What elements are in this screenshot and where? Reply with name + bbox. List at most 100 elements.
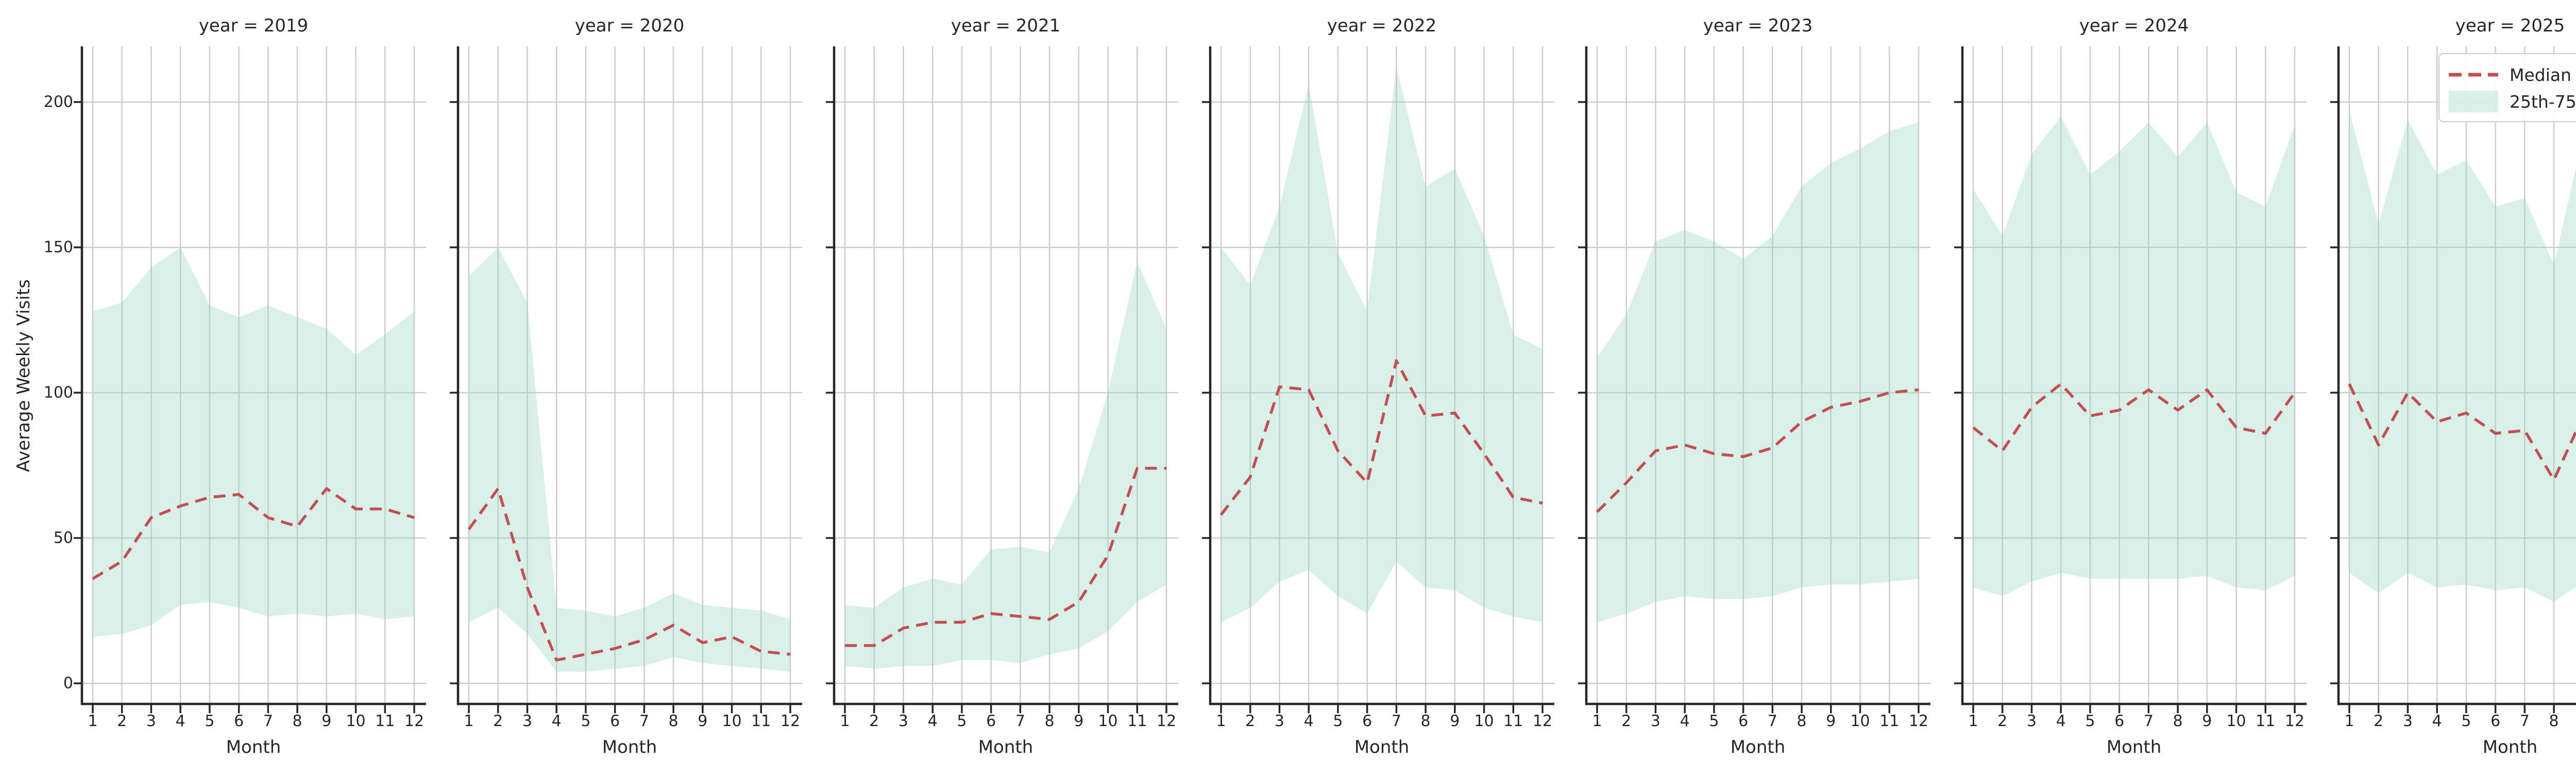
x-axis-label: Month — [2482, 737, 2538, 758]
median-line — [1219, 359, 1543, 516]
x-tick-label: 11 — [375, 712, 395, 730]
percentile-band — [845, 262, 1166, 669]
x-tick-label: 2 — [1621, 712, 1632, 730]
panel-title: year = 2025 — [2455, 15, 2565, 36]
x-tick-label: 5 — [581, 712, 591, 730]
facet-panel-2019: year = 2019 1 2 3 4 5 6 7 8 9 10 11 12 Month — [74, 0, 426, 773]
x-tick-label: 7 — [1767, 712, 1777, 730]
x-tick-label: 4 — [2056, 712, 2066, 730]
x-tick-label: 10 — [1850, 712, 1870, 730]
legend-label-median: Median — [2510, 64, 2572, 85]
x-tick-label: 9 — [321, 712, 332, 730]
x-tick-label: 3 — [522, 712, 532, 730]
panel-title: year = 2020 — [574, 15, 685, 36]
x-tick-label: 8 — [668, 712, 679, 730]
x-tick-label: 2 — [2374, 712, 2384, 730]
percentile-band — [1973, 116, 2295, 596]
plot-area — [74, 46, 426, 713]
panel-title: year = 2024 — [2079, 15, 2189, 36]
x-axis-label: Month — [978, 737, 1033, 758]
y-tick-label: 100 — [43, 383, 73, 402]
x-tick-label: 7 — [1391, 712, 1401, 730]
y-tick-label: 50 — [53, 529, 73, 547]
x-tick-label: 6 — [1738, 712, 1749, 730]
x-tick-label: 3 — [2402, 712, 2413, 730]
facet-panel-2023: year = 2023 1 2 3 4 5 6 7 8 9 10 11 12 Month — [1578, 0, 1930, 773]
x-tick-label: 1 — [1968, 712, 1978, 730]
percentile-band — [93, 247, 414, 637]
facet-panel-2025: year = 2025123456789101112Month — [2330, 0, 2576, 773]
x-tick-label: 8 — [2173, 712, 2183, 730]
median-line — [1972, 382, 2296, 452]
x-tick-label: 1 — [88, 712, 98, 730]
legend-item-median: Median — [2449, 61, 2576, 88]
x-tick-label: 1 — [464, 712, 474, 730]
percentile-band — [1221, 67, 1543, 623]
x-tick-label: 2 — [1245, 712, 1256, 730]
x-tick-label: 3 — [1650, 712, 1660, 730]
plot-area — [1202, 46, 1554, 713]
x-tick-label: 8 — [1044, 712, 1055, 730]
x-tick-label: 8 — [2549, 712, 2559, 730]
percentile-band — [2349, 110, 2576, 602]
panel-title: year = 2022 — [1327, 15, 1437, 36]
legend-item-percentile: 25th-75th Percentile — [2449, 88, 2576, 115]
x-tick-label: 5 — [2085, 712, 2095, 730]
panel-title: year = 2023 — [1703, 15, 1813, 36]
x-tick-label: 7 — [2143, 712, 2154, 730]
x-tick-label: 4 — [2432, 712, 2442, 730]
x-axis-label: Month — [226, 737, 281, 758]
x-tick-label: 11 — [1503, 712, 1523, 730]
x-tick-label: 5 — [1709, 712, 1719, 730]
facet-panel-2024: year = 2024 1 2 3 4 5 6 7 8 9 10 11 12 Month — [1954, 0, 2307, 773]
facet-panel-2021: year = 2021 1 2 3 4 5 6 7 8 9 10 11 12 Month — [826, 0, 1178, 773]
x-tick-label: 6 — [2490, 712, 2501, 730]
panel-title: year = 2021 — [951, 15, 1061, 36]
x-tick-label: 3 — [898, 712, 908, 730]
x-tick-label: 10 — [346, 712, 366, 730]
x-tick-label: 1 — [1216, 712, 1226, 730]
x-tick-label: 5 — [1333, 712, 1343, 730]
x-tick-label: 3 — [1274, 712, 1284, 730]
plot-area — [826, 46, 1178, 713]
x-tick-label: 1 — [1592, 712, 1602, 730]
median-dashed-line-icon — [2449, 73, 2498, 77]
legend-label-percentile: 25th-75th Percentile — [2510, 91, 2576, 112]
x-tick-label: 9 — [1450, 712, 1460, 730]
median-line — [2348, 383, 2576, 481]
legend: Median 25th-75th Percentile — [2438, 53, 2576, 122]
x-tick-label: 5 — [2461, 712, 2471, 730]
x-axis-label: Month — [1730, 737, 1786, 758]
x-tick-label: 12 — [2284, 712, 2305, 730]
y-axis-ticks: 0 50 100 150 200 — [0, 0, 73, 773]
x-tick-label: 2 — [493, 712, 503, 730]
panel-title: year = 2019 — [198, 15, 309, 36]
x-tick-label: 2 — [869, 712, 879, 730]
x-axis-label: Month — [602, 737, 657, 758]
x-tick-label: 5 — [957, 712, 967, 730]
x-tick-label: 6 — [610, 712, 620, 730]
y-tick-label: 150 — [43, 238, 73, 257]
x-tick-label: 8 — [292, 712, 302, 730]
x-tick-label: 10 — [1098, 712, 1118, 730]
percentile-band — [469, 247, 790, 672]
x-tick-label: 11 — [1879, 712, 1900, 730]
percentile-band — [1597, 122, 1919, 623]
x-tick-label: 7 — [639, 712, 649, 730]
median-line — [845, 466, 1166, 647]
x-tick-label: 12 — [780, 712, 801, 730]
x-tick-label: 4 — [927, 712, 938, 730]
plot-area — [1954, 46, 2307, 713]
x-tick-label: 12 — [1156, 712, 1177, 730]
x-tick-label: 11 — [751, 712, 771, 730]
x-tick-label: 10 — [1474, 712, 1494, 730]
x-tick-label: 3 — [2026, 712, 2037, 730]
x-tick-label: 7 — [2519, 712, 2530, 730]
x-tick-label: 6 — [1362, 712, 1372, 730]
x-tick-label: 8 — [1797, 712, 1807, 730]
x-tick-label: 5 — [205, 712, 215, 730]
median-line — [1596, 388, 1919, 513]
plot-area — [1578, 46, 1930, 713]
x-tick-label: 1 — [840, 712, 850, 730]
